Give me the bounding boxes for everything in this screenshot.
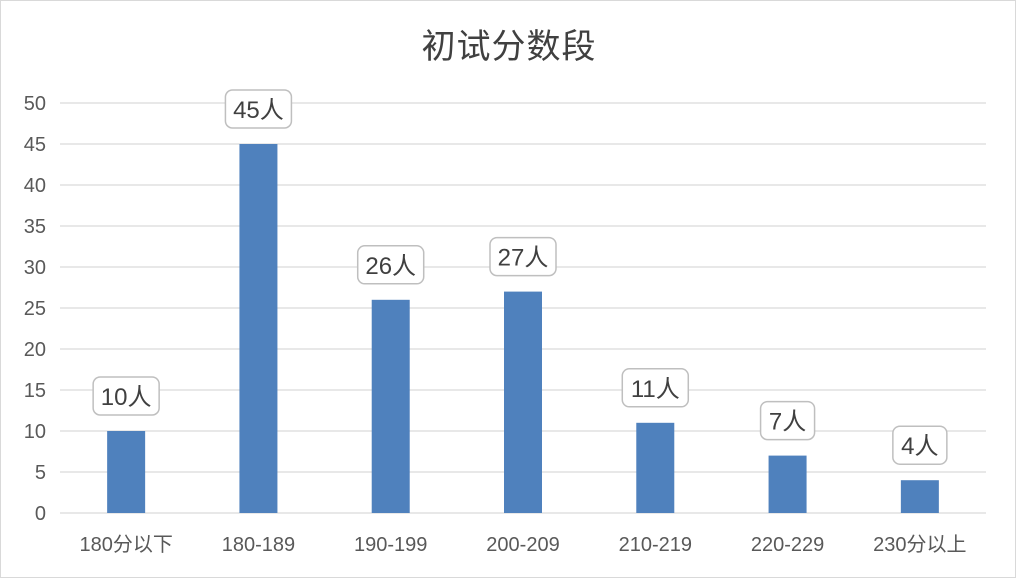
y-tick-label: 0 — [35, 503, 46, 525]
y-tick-label: 50 — [24, 93, 46, 115]
y-tick-label: 45 — [24, 134, 46, 156]
y-tick-label: 40 — [24, 175, 46, 197]
data-label-box — [356, 245, 425, 285]
bar — [768, 455, 807, 513]
x-tick-label: 180分以下 — [79, 533, 172, 556]
x-tick-label: 180-189 — [222, 534, 295, 556]
data-label-box — [92, 376, 160, 416]
x-tick-label: 190-199 — [354, 534, 427, 556]
data-label-box — [892, 425, 948, 465]
bar — [239, 144, 278, 513]
data-label: 10人 — [101, 384, 152, 411]
x-tick-label: 210-219 — [619, 534, 692, 556]
bar — [371, 299, 410, 513]
x-tick-label: 200-209 — [486, 534, 559, 556]
data-label: 11人 — [631, 376, 680, 403]
data-label: 26人 — [365, 253, 416, 280]
data-label-box — [621, 368, 690, 408]
y-tick-label: 15 — [24, 380, 46, 402]
data-label: 4人 — [901, 433, 938, 460]
data-label-box — [224, 89, 293, 129]
data-label: 45人 — [233, 97, 284, 124]
data-label: 27人 — [498, 245, 549, 272]
data-label-box — [759, 400, 816, 441]
bar — [636, 422, 675, 513]
y-tick-label: 10 — [24, 421, 46, 443]
data-label-box — [489, 236, 557, 277]
y-tick-label: 30 — [24, 257, 46, 279]
y-tick-label: 5 — [35, 462, 46, 484]
bar — [900, 480, 939, 513]
x-tick-label: 220-229 — [751, 534, 824, 556]
x-tick-label: 230分以上 — [873, 533, 966, 556]
y-tick-label: 35 — [24, 216, 46, 238]
chart-title: 初试分数段 — [421, 27, 597, 67]
bar — [504, 291, 542, 513]
y-tick-label: 20 — [24, 339, 46, 361]
y-tick-label: 25 — [24, 298, 46, 320]
data-label: 7人 — [769, 409, 806, 436]
bar — [107, 431, 146, 513]
